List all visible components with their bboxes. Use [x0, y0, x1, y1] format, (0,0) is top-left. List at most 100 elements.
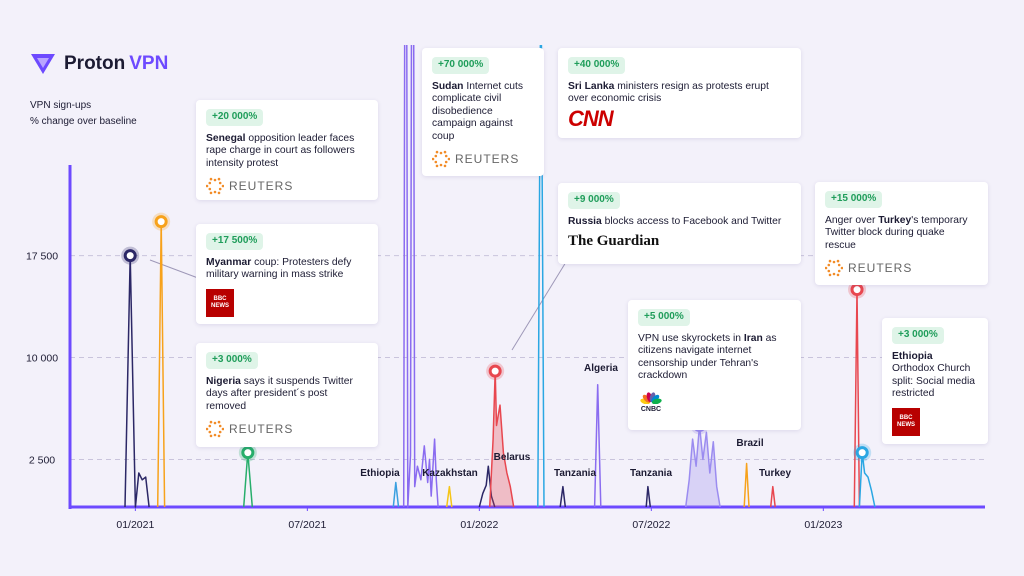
headline-part: as citizens navigate internet censorship… [638, 332, 777, 382]
headline: VPN use skyrockets in Iran as citizens n… [638, 333, 791, 383]
chart-title: VPN sign-ups [30, 100, 92, 111]
dot [827, 263, 831, 267]
source: BBC NEWS [206, 288, 234, 317]
headline-part: 's temporary Twitter block during quake … [825, 214, 968, 251]
headline-part: says it suspends Twitter days after pres… [206, 375, 353, 412]
annotation-card: +15 000% Anger over Turkey's temporary Tw… [815, 182, 988, 285]
dot [827, 269, 831, 273]
source-name: CNN [568, 105, 614, 131]
dot [832, 260, 836, 264]
dot [435, 164, 439, 168]
headline-part: Sri Lanka [568, 80, 615, 92]
line [593, 383, 602, 508]
line [124, 254, 150, 508]
change-label: +5 000% [638, 309, 690, 326]
annotation-card: +9 000% Russia blocks access to Facebook … [558, 183, 801, 264]
dot [218, 181, 222, 185]
dot [209, 191, 213, 195]
peak-marker [488, 364, 502, 378]
dot [218, 424, 222, 428]
change-label: +70 000% [432, 57, 490, 74]
peak-marker [850, 283, 864, 297]
line [478, 465, 496, 508]
country-label: Tanzania [554, 468, 596, 479]
headline-part: VPN use skyrockets in [638, 332, 744, 344]
headline-part: Ethiopia [892, 350, 933, 362]
headline-part: coup: Protesters defy military warning i… [206, 256, 352, 281]
dot [435, 150, 439, 154]
line [488, 370, 515, 508]
line [645, 485, 652, 508]
line [684, 424, 721, 508]
headline-part: Senegal [206, 132, 246, 144]
peak-marker [241, 446, 255, 460]
headline-part: Orthodox Church split: Social media rest… [892, 363, 975, 399]
dot [213, 421, 217, 425]
dot [218, 187, 222, 191]
change-label: +20 000% [206, 109, 264, 126]
peak-marker [154, 215, 168, 229]
dot [208, 181, 212, 185]
source: The Guardian [568, 233, 791, 249]
dot [217, 434, 221, 438]
line [537, 45, 545, 508]
annotation-card: +17 500% Myanmar coup: Protesters defy mi… [196, 224, 378, 324]
country-label: Brazil [736, 438, 763, 449]
annotation-card: +20 000% Senegal opposition leader faces … [196, 100, 378, 200]
headline-part: Nigeria [206, 375, 241, 387]
line [743, 462, 750, 508]
line [853, 288, 861, 508]
annotation-card: +40 000% Sri Lanka ministers resign as pr… [558, 48, 801, 138]
x-tick-label: 01/2023 [804, 519, 842, 531]
dot [837, 263, 841, 267]
country-label: Tanzania [630, 468, 672, 479]
cnbc-icon [640, 391, 662, 404]
dot [221, 184, 224, 188]
source: REUTERS [432, 150, 534, 168]
annotation-card: +70 000% Sudan Internet cuts complicate c… [422, 48, 544, 176]
dot [447, 157, 450, 161]
plot-area [124, 45, 876, 508]
connector [149, 259, 199, 279]
source-name: BBC NEWS [211, 295, 229, 309]
dot [837, 269, 841, 273]
dot [828, 259, 832, 263]
y-tick-label: 2 500 [29, 454, 55, 466]
y-tick-label: 10 000 [26, 353, 58, 365]
headline-part: Myanmar [206, 256, 252, 268]
source-name: REUTERS [455, 151, 520, 166]
country-label: Turkey [759, 468, 791, 479]
dot [208, 187, 212, 191]
headline-part: Anger over [825, 214, 879, 226]
dot [439, 163, 443, 167]
headline: Sri Lanka ministers resign as protests e… [568, 81, 791, 106]
headline-part: Turkey [878, 214, 912, 226]
headline-part: opposition leader faces rape charge in c… [206, 132, 355, 169]
source: CNN [568, 107, 791, 129]
axis-title: VPN sign-ups % change over baseline [30, 98, 137, 130]
change-label: +17 500% [206, 233, 264, 250]
headline-part: blocks access to Facebook and Twitter [601, 215, 782, 227]
change-label: +15 000% [825, 191, 883, 208]
dot [443, 164, 447, 168]
country-label: Ethiopia [360, 468, 400, 479]
source-name: REUTERS [229, 421, 294, 436]
reuters-icon [432, 150, 450, 168]
dot [439, 151, 443, 155]
line [559, 485, 567, 508]
dot [217, 177, 221, 181]
peak-marker [123, 249, 137, 263]
dot [825, 266, 828, 270]
x-tick-label: 01/2022 [460, 519, 498, 531]
source-name: REUTERS [848, 260, 913, 275]
dot [213, 433, 217, 437]
peak-marker [855, 446, 869, 460]
dot [434, 154, 438, 158]
dot [444, 154, 448, 158]
dot [213, 190, 217, 194]
source-name: The Guardian [568, 233, 660, 249]
dot [443, 150, 447, 154]
headline: Senegal opposition leader faces rape cha… [206, 133, 368, 171]
y-tick-label: 17 500 [26, 251, 58, 263]
source: REUTERS [206, 420, 368, 438]
